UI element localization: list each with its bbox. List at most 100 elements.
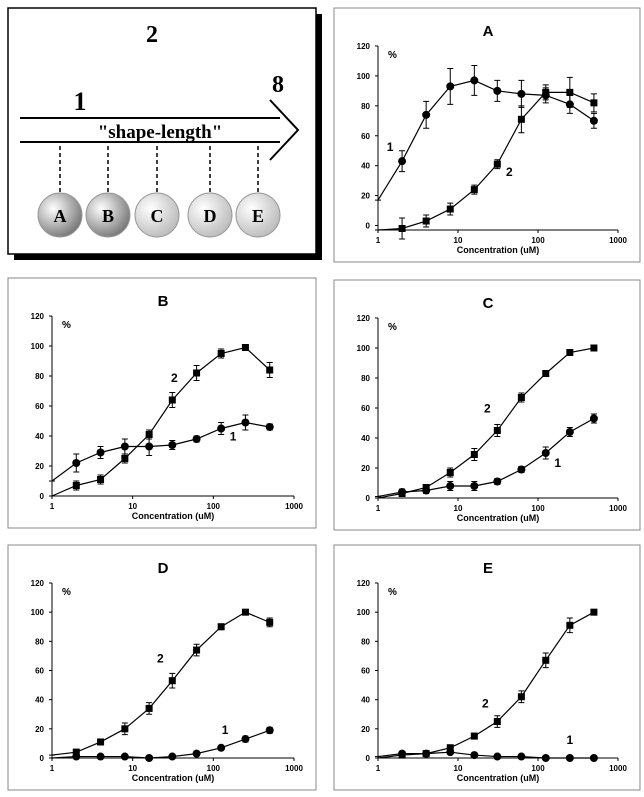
y-tick-label: 0 [40, 492, 45, 501]
marker [168, 677, 176, 685]
marker [422, 484, 430, 491]
arrow-label: "shape-length" [98, 122, 223, 143]
marker [145, 431, 153, 438]
x-tick-label: 10 [454, 236, 463, 245]
y-tick-label: 60 [361, 404, 370, 413]
marker [168, 752, 177, 761]
y-tick-label: 80 [361, 374, 370, 383]
x-tick-label: 100 [207, 764, 221, 773]
x-tick-label: 1 [376, 504, 381, 513]
arrow [20, 99, 300, 161]
diagram: 2 1 8 "shape-length" A B C D E [7, 7, 322, 260]
series-line [377, 417, 595, 498]
y-tick-label: 0 [366, 754, 371, 763]
y-tick-label: 60 [35, 667, 44, 676]
y-tick-label: 40 [361, 434, 370, 443]
x-axis-label: Concentration (uM) [457, 245, 540, 255]
marker [72, 459, 81, 467]
y-tick-label: 20 [35, 725, 44, 734]
node-ball [37, 192, 83, 238]
x-tick-label: 1000 [609, 236, 627, 245]
x-tick-label: 1000 [609, 764, 627, 773]
y-axis-label: % [388, 50, 397, 61]
series-line [377, 347, 595, 499]
y-tick-label: 80 [35, 372, 44, 381]
x-tick-label: 100 [531, 764, 545, 773]
series-line [377, 91, 595, 231]
x-tick-label: 100 [207, 502, 221, 511]
series-line [51, 421, 270, 482]
marker [398, 157, 407, 166]
x-tick-label: 1000 [285, 502, 303, 511]
x-tick-label: 1 [50, 764, 55, 773]
panel-frame [333, 7, 641, 263]
marker [542, 656, 550, 664]
marker [589, 116, 598, 125]
marker [120, 442, 129, 451]
marker [398, 225, 406, 233]
panel-frame [7, 544, 317, 791]
marker [398, 751, 406, 759]
y-tick-label: 40 [35, 696, 44, 705]
series-label: 2 [506, 165, 513, 179]
chart-title: C [483, 295, 494, 312]
marker [493, 718, 501, 726]
marker [517, 465, 526, 474]
marker [446, 482, 455, 490]
marker [217, 623, 225, 631]
y-tick-label: 60 [361, 132, 370, 141]
series-label: 2 [157, 652, 164, 666]
marker [446, 469, 454, 476]
marker [241, 608, 249, 616]
marker [517, 115, 525, 123]
marker [398, 490, 406, 497]
marker [217, 350, 225, 357]
y-axis-label: % [388, 322, 397, 333]
x-axis-label: Concentration (uM) [457, 773, 540, 783]
marker [493, 427, 501, 434]
marker [145, 704, 153, 712]
marker [517, 752, 526, 761]
y-tick-label: 40 [35, 432, 44, 441]
marker [193, 646, 201, 654]
y-tick-label: 80 [361, 102, 370, 111]
y-tick-label: 120 [357, 314, 371, 323]
node-ball [235, 192, 281, 238]
node-label: D [204, 206, 217, 226]
marker [541, 754, 550, 762]
node-ball [187, 192, 233, 238]
panel-frame [333, 279, 641, 531]
marker [241, 418, 250, 427]
nodes: A B C D E [37, 146, 281, 238]
series-label: 2 [482, 697, 489, 711]
marker [493, 160, 501, 168]
x-tick-label: 1 [376, 236, 381, 245]
x-tick-label: 10 [128, 764, 137, 773]
marker [589, 414, 598, 423]
marker [266, 366, 274, 374]
marker [470, 76, 479, 85]
marker [121, 725, 129, 733]
x-tick-label: 1 [376, 764, 381, 773]
y-tick-label: 100 [31, 342, 45, 351]
series-label: 1 [566, 733, 573, 747]
marker [542, 88, 550, 96]
chart-title: E [483, 560, 493, 577]
series-line [377, 751, 594, 759]
marker [590, 99, 598, 107]
y-tick-label: 0 [40, 754, 45, 763]
series-line [377, 79, 595, 201]
marker [145, 442, 154, 451]
x-tick-label: 100 [531, 504, 545, 513]
x-tick-label: 10 [454, 764, 463, 773]
x-axis-label: Concentration (uM) [457, 513, 540, 523]
top-label: 2 [146, 22, 158, 48]
x-tick-label: 100 [531, 236, 545, 245]
series-line [51, 611, 270, 756]
y-tick-label: 20 [361, 464, 370, 473]
y-tick-label: 120 [31, 579, 45, 588]
